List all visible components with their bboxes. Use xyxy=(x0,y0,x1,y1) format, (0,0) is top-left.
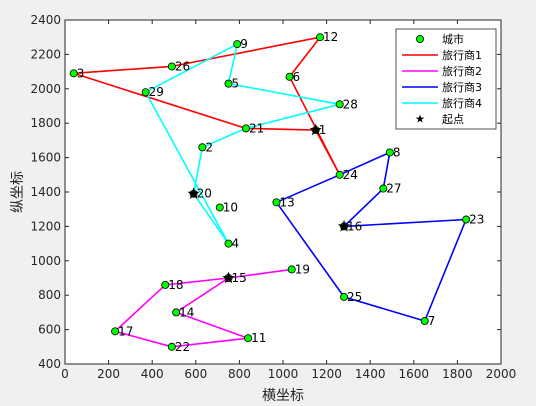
city-label: 12 xyxy=(323,30,338,44)
city-label: 15 xyxy=(232,271,247,285)
city-point xyxy=(167,342,176,351)
y-tick-label: 2400 xyxy=(30,13,61,27)
x-tick-label: 1800 xyxy=(442,367,473,381)
city-label: 27 xyxy=(386,182,401,196)
city-label: 7 xyxy=(428,314,436,328)
city-point xyxy=(69,69,78,78)
city-label: 17 xyxy=(118,324,133,338)
city-label: 1 xyxy=(319,123,327,137)
y-tick-label: 1200 xyxy=(30,219,61,233)
city-point xyxy=(335,100,344,109)
city-point xyxy=(161,280,170,289)
city-point xyxy=(316,33,325,42)
y-tick-label: 1600 xyxy=(30,151,61,165)
city-point xyxy=(379,184,388,193)
city-point xyxy=(141,88,150,97)
city-label: 22 xyxy=(175,340,190,354)
city-label: 28 xyxy=(343,97,358,111)
city-label: 13 xyxy=(279,195,294,209)
start-star xyxy=(222,271,235,284)
city-label: 24 xyxy=(343,168,358,182)
x-tick-label: 1200 xyxy=(311,367,342,381)
x-tick-label: 600 xyxy=(184,367,207,381)
city-label: 25 xyxy=(347,290,362,304)
legend-city-marker xyxy=(415,35,424,44)
city-label: 14 xyxy=(179,305,194,319)
y-tick-label: 2200 xyxy=(30,47,61,61)
city-point xyxy=(385,148,394,157)
y-tick-label: 400 xyxy=(38,357,61,371)
y-tick-label: 1800 xyxy=(30,116,61,130)
legend-series-label: 旅行商3 xyxy=(442,80,482,94)
city-label: 19 xyxy=(295,262,310,276)
city-label: 3 xyxy=(77,66,85,80)
city-point xyxy=(215,203,224,212)
city-point xyxy=(420,316,429,325)
city-point xyxy=(335,170,344,179)
city-point xyxy=(244,334,253,343)
y-axis-label: 纵坐标 xyxy=(10,171,26,213)
city-point xyxy=(224,239,233,248)
city-point xyxy=(198,143,207,152)
city-label: 2 xyxy=(205,140,213,154)
route-line xyxy=(72,36,341,176)
y-tick-label: 600 xyxy=(38,323,61,337)
y-tick-label: 800 xyxy=(38,288,61,302)
x-tick-label: 1400 xyxy=(355,367,386,381)
start-markers xyxy=(187,123,351,284)
legend-series-label: 旅行商1 xyxy=(442,48,482,62)
city-label: 9 xyxy=(240,37,248,51)
axis-ticks: 0 200 400 600 800 1000 1200 1400 1600 1800 2000400… xyxy=(30,13,516,381)
city-label: 5 xyxy=(232,77,240,91)
city-label: 10 xyxy=(223,200,238,214)
legend-series-label: 旅行商2 xyxy=(442,64,482,78)
city-label: 23 xyxy=(469,213,484,227)
legend-start-marker xyxy=(415,114,425,123)
x-tick-label: 0 xyxy=(61,367,69,381)
city-label: 11 xyxy=(251,331,266,345)
y-tick-label: 1000 xyxy=(30,254,61,268)
city-label: 16 xyxy=(347,219,362,233)
city-label: 26 xyxy=(175,59,190,73)
start-star xyxy=(337,219,351,232)
city-point xyxy=(172,308,181,317)
x-tick-label: 200 xyxy=(97,367,120,381)
city-points xyxy=(69,33,471,351)
x-tick-label: 400 xyxy=(141,367,164,381)
city-label: 6 xyxy=(293,70,301,84)
city-point xyxy=(233,40,242,49)
city-point xyxy=(241,124,250,133)
city-point xyxy=(224,79,233,88)
city-point xyxy=(285,72,294,81)
city-point xyxy=(167,62,176,71)
city-label: 18 xyxy=(168,278,183,292)
city-point xyxy=(340,292,349,301)
x-tick-label: 1600 xyxy=(399,367,430,381)
x-tick-label: 2000 xyxy=(486,367,517,381)
city-label: 21 xyxy=(249,121,264,135)
city-point xyxy=(272,198,281,207)
legend-city-label: 城市 xyxy=(442,32,464,46)
legend-start-label: 起点 xyxy=(442,113,464,126)
plot-frame xyxy=(64,19,502,365)
city-label: 4 xyxy=(232,237,240,251)
city-point xyxy=(287,265,296,274)
y-tick-label: 2000 xyxy=(30,82,61,96)
start-star xyxy=(309,123,322,136)
x-axis-label: 横坐标 xyxy=(262,388,304,404)
city-label: 8 xyxy=(393,145,401,159)
x-tick-label: 1000 xyxy=(268,367,299,381)
legend-box xyxy=(395,28,497,130)
city-point xyxy=(111,327,120,336)
city-label: 29 xyxy=(149,85,164,99)
y-tick-label: 1400 xyxy=(30,185,61,199)
legend-series-label: 旅行商4 xyxy=(442,96,482,110)
x-tick-label: 800 xyxy=(228,367,251,381)
city-label: 20 xyxy=(197,187,212,201)
start-star xyxy=(187,187,200,199)
city-point xyxy=(462,215,471,224)
